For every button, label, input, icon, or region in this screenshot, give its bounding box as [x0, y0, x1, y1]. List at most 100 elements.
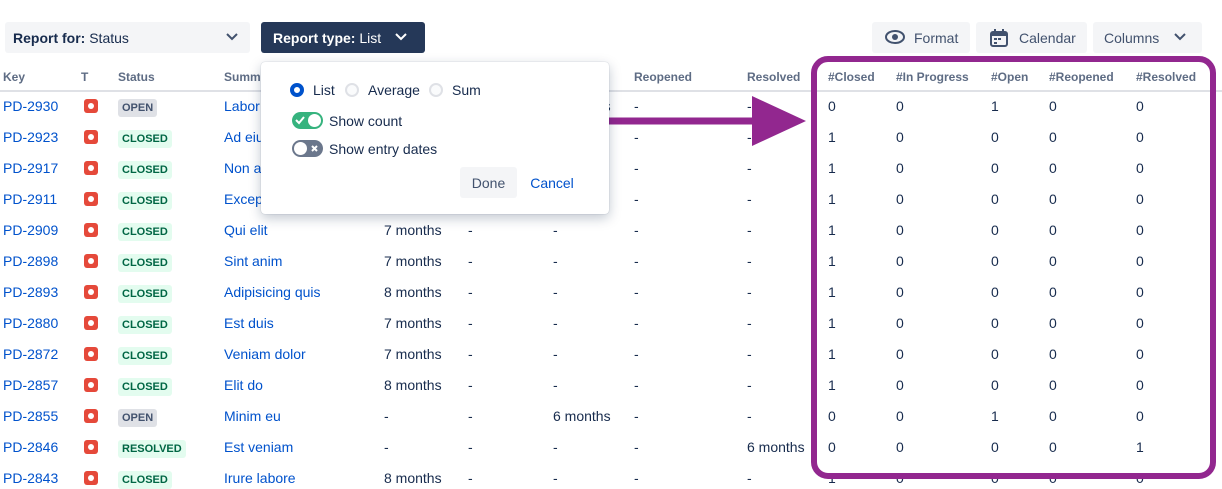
issue-type-icon	[84, 161, 98, 175]
report-type-select[interactable]: Report type: List	[261, 22, 425, 53]
cancel-button[interactable]: Cancel	[523, 167, 581, 198]
cell: -	[468, 346, 473, 362]
column-header: #Reopened	[1049, 70, 1114, 84]
cell: 0	[991, 346, 999, 362]
chevron	[395, 33, 407, 41]
issue-type-icon	[84, 254, 98, 268]
cell: -	[468, 284, 473, 300]
cell: 0	[1136, 129, 1144, 145]
issue-key[interactable]: PD-2846	[3, 439, 59, 455]
report-for-select[interactable]: Report for: Status	[5, 22, 250, 53]
columns-button[interactable]: Columns	[1093, 22, 1202, 53]
issue-summary[interactable]: Sint anim	[224, 253, 283, 269]
issue-key[interactable]: PD-2911	[3, 191, 58, 207]
issue-key[interactable]: PD-2917	[3, 160, 59, 176]
column-header: #Resolved	[1136, 70, 1197, 84]
issue-summary[interactable]: Est duis	[224, 315, 274, 331]
cell: -	[634, 98, 639, 114]
cell: 0	[896, 253, 904, 269]
issue-summary[interactable]: Qui elit	[224, 222, 268, 238]
cell: 0	[828, 408, 836, 424]
cell: 1	[828, 160, 836, 176]
label: Calendar	[1019, 29, 1076, 46]
issue-summary[interactable]: Irure labore	[224, 470, 296, 486]
issue-key[interactable]: PD-2930	[3, 98, 59, 114]
cell: -	[634, 346, 639, 362]
issue-summary[interactable]: Veniam dolor	[224, 346, 306, 362]
issue-summary[interactable]: Excep	[224, 191, 263, 207]
cell: 1	[828, 315, 836, 331]
done-button[interactable]: Done	[460, 167, 517, 198]
toggle-label: Show count	[329, 113, 403, 129]
format-button[interactable]: Format	[872, 22, 970, 53]
radio-sum[interactable]	[429, 83, 443, 97]
status-lozenge: RESOLVED	[118, 440, 186, 458]
issue-summary[interactable]: Minim eu	[224, 408, 281, 424]
issue-key[interactable]: PD-2880	[3, 315, 59, 331]
cell: 0	[1049, 160, 1057, 176]
cell: 1	[991, 98, 999, 114]
issue-key[interactable]: PD-2898	[3, 253, 59, 269]
cell: 8 months	[384, 377, 442, 393]
cell: 7 months	[384, 315, 442, 331]
cell: 0	[896, 377, 904, 393]
cell: -	[747, 98, 752, 114]
option-label: Sum	[452, 82, 481, 98]
cell: 1	[991, 408, 999, 424]
issue-key[interactable]: PD-2857	[3, 377, 59, 393]
column-header[interactable]: Key	[3, 70, 26, 84]
issue-key[interactable]: PD-2872	[3, 346, 59, 362]
cell: 0	[1049, 191, 1057, 207]
value: List	[359, 29, 382, 46]
cell: 0	[991, 160, 999, 176]
cell: 0	[1136, 98, 1144, 114]
issue-summary[interactable]: Non a	[224, 160, 262, 176]
issue-type-icon	[84, 471, 98, 485]
column-header: #Open	[991, 70, 1029, 84]
cell: -	[634, 315, 639, 331]
cell: 0	[991, 315, 999, 331]
cell: -	[747, 470, 752, 486]
cell: -	[468, 439, 473, 455]
issue-summary[interactable]: Adipisicing quis	[224, 284, 321, 300]
radio-average[interactable]	[345, 83, 359, 97]
issue-summary[interactable]: Labor	[224, 98, 260, 114]
cell: 0	[896, 98, 904, 114]
column-header[interactable]: Status	[118, 70, 155, 84]
cell: 0	[1049, 98, 1057, 114]
cell: -	[634, 160, 639, 176]
cell: 0	[991, 284, 999, 300]
radio-list[interactable]	[290, 83, 304, 97]
calendar-button[interactable]: Calendar	[976, 22, 1087, 53]
issue-summary[interactable]: Elit do	[224, 377, 263, 393]
status-lozenge: CLOSED	[118, 192, 172, 210]
cell: 1	[828, 191, 836, 207]
issue-summary[interactable]: Ad eiu	[224, 129, 264, 145]
status-lozenge: OPEN	[118, 409, 158, 427]
eye-icon	[885, 30, 905, 44]
issue-key[interactable]: PD-2855	[3, 408, 59, 424]
cell: -	[468, 408, 473, 424]
cell: -	[747, 408, 752, 424]
cell: -	[553, 222, 558, 238]
issue-key[interactable]: PD-2909	[3, 222, 59, 238]
issue-type-icon	[84, 440, 98, 454]
status-lozenge: CLOSED	[118, 223, 172, 241]
issue-key[interactable]: PD-2923	[3, 129, 59, 145]
toggle-show-entry-dates[interactable]	[292, 140, 323, 157]
issue-summary[interactable]: Est veniam	[224, 439, 294, 455]
cell: -	[634, 470, 639, 486]
cell: 0	[896, 222, 904, 238]
cell: 0	[1049, 129, 1057, 145]
toggle-show-count[interactable]	[292, 112, 323, 129]
cell: 0	[991, 253, 999, 269]
issue-key[interactable]: PD-2893	[3, 284, 59, 300]
issue-key[interactable]: PD-2843	[3, 470, 59, 486]
cell: 0	[1136, 222, 1144, 238]
cell: 0	[896, 284, 904, 300]
column-header: #Closed	[828, 70, 875, 84]
header-divider	[0, 90, 1222, 92]
label: Report for:	[13, 29, 86, 46]
cell: 0	[1136, 315, 1144, 331]
cell: -	[747, 129, 752, 145]
